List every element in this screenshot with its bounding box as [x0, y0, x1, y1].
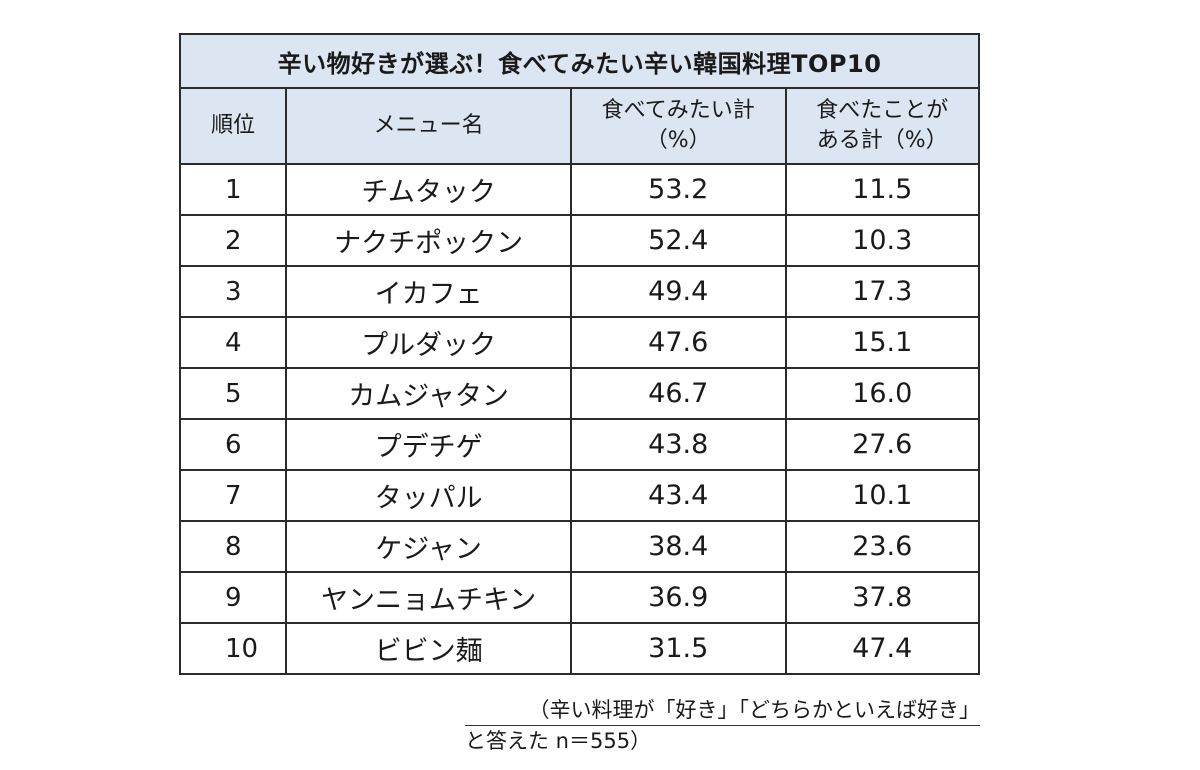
- menu-cell: タッパル: [285, 469, 572, 522]
- menu-cell: チムタック: [285, 163, 572, 216]
- header-row: 順位 メニュー名 食べてみたい計 （%） 食べたことが ある計（%）: [178, 87, 980, 165]
- eaten-cell: 17.3: [784, 265, 980, 318]
- menu-cell: プルダック: [285, 316, 572, 369]
- rank-cell: 5: [178, 367, 288, 420]
- menu-cell: プデチゲ: [285, 418, 572, 471]
- header-rank: 順位: [178, 87, 288, 165]
- want-cell: 36.9: [569, 571, 787, 624]
- eaten-cell: 27.6: [784, 418, 980, 471]
- menu-cell: ビビン麺: [285, 622, 572, 675]
- rank-cell: 2: [178, 214, 288, 267]
- eaten-cell: 16.0: [784, 367, 980, 420]
- want-cell: 43.4: [569, 469, 787, 522]
- eaten-cell: 37.8: [784, 571, 980, 624]
- title-row: 辛い物好きが選ぶ！食べてみたい辛い韓国料理TOP10: [179, 33, 980, 89]
- rank-cell: 9: [178, 571, 288, 624]
- table-row: 1 チムタック 53.2 11.5: [178, 163, 980, 216]
- table-row: 6 プデチゲ 43.8 27.6: [178, 418, 980, 471]
- header-want-line2: （%）: [645, 128, 711, 153]
- ranking-table-body: 辛い物好きが選ぶ！食べてみたい辛い韓国料理TOP10 順位 メニュー名 食べてみ…: [178, 33, 980, 675]
- table-title: 辛い物好きが選ぶ！食べてみたい辛い韓国料理TOP10: [179, 33, 980, 89]
- menu-cell: ケジャン: [285, 520, 572, 573]
- header-want-line1: 食べてみたい計: [601, 98, 755, 123]
- rank-cell: 6: [178, 418, 288, 471]
- eaten-cell: 10.3: [784, 214, 980, 267]
- eaten-cell: 47.4: [784, 622, 980, 675]
- menu-cell: ナクチポックン: [285, 214, 572, 267]
- header-eaten-line2: ある計（%）: [816, 128, 948, 153]
- table-row: 5 カムジャタン 46.7 16.0: [178, 367, 980, 420]
- rank-cell: 10: [178, 622, 288, 675]
- eaten-cell: 10.1: [784, 469, 980, 522]
- eaten-cell: 11.5: [784, 163, 980, 216]
- survey-note-line2: と答えた n＝555）: [465, 729, 652, 753]
- eaten-cell: 23.6: [784, 520, 980, 573]
- menu-cell: ヤンニョムチキン: [285, 571, 572, 624]
- menu-cell: イカフェ: [285, 265, 572, 318]
- menu-cell: カムジャタン: [285, 367, 572, 420]
- rank-cell: 3: [178, 265, 288, 318]
- want-cell: 46.7: [569, 367, 787, 420]
- want-cell: 47.6: [569, 316, 787, 369]
- table-row: 9 ヤンニョムチキン 36.9 37.8: [178, 571, 980, 624]
- table-row: 4 プルダック 47.6 15.1: [178, 316, 980, 369]
- table-row: 2 ナクチポックン 52.4 10.3: [178, 214, 980, 267]
- header-menu: メニュー名: [285, 87, 572, 165]
- rank-cell: 8: [178, 520, 288, 573]
- want-cell: 49.4: [569, 265, 787, 318]
- rank-cell: 4: [178, 316, 288, 369]
- table-row: 10 ビビン麺 31.5 47.4: [178, 622, 980, 675]
- header-eaten-line1: 食べたことが: [816, 98, 949, 123]
- want-cell: 53.2: [569, 163, 787, 216]
- want-cell: 38.4: [569, 520, 787, 573]
- ranking-table-container: 辛い物好きが選ぶ！食べてみたい辛い韓国料理TOP10 順位 メニュー名 食べてみ…: [178, 33, 980, 675]
- table-row: 8 ケジャン 38.4 23.6: [178, 520, 980, 573]
- table-row: 7 タッパル 43.4 10.1: [178, 469, 980, 522]
- ranking-table: 辛い物好きが選ぶ！食べてみたい辛い韓国料理TOP10 順位 メニュー名 食べてみ…: [178, 33, 980, 675]
- want-cell: 31.5: [569, 622, 787, 675]
- rank-cell: 1: [178, 163, 288, 216]
- header-want: 食べてみたい計 （%）: [569, 87, 787, 165]
- header-eaten: 食べたことが ある計（%）: [784, 87, 980, 165]
- table-row: 3 イカフェ 49.4 17.3: [178, 265, 980, 318]
- want-cell: 43.8: [569, 418, 787, 471]
- want-cell: 52.4: [569, 214, 787, 267]
- survey-note-line1: （辛い料理が「好き」「どちらかといえば好き」: [465, 695, 980, 726]
- survey-note: （辛い料理が「好き」「どちらかといえば好き」 と答えた n＝555）: [465, 695, 980, 756]
- rank-cell: 7: [178, 469, 288, 522]
- eaten-cell: 15.1: [784, 316, 980, 369]
